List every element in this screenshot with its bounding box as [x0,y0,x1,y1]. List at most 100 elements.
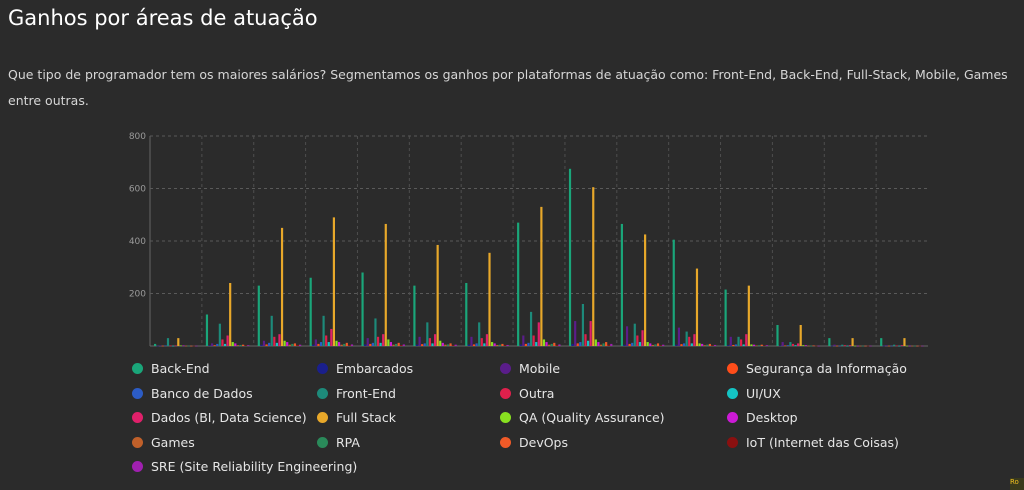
bar[interactable] [452,345,455,346]
bar[interactable] [713,344,717,346]
bar[interactable] [537,322,540,347]
bar[interactable] [727,345,730,346]
bar[interactable] [527,342,530,346]
bar[interactable] [519,344,522,346]
legend-item[interactable]: Back-End [132,361,210,376]
legend-item[interactable]: Embarcados [317,361,413,376]
bar[interactable] [241,344,245,346]
bar[interactable] [195,345,198,347]
bar[interactable] [187,345,190,347]
bar[interactable] [797,343,800,347]
bar[interactable] [389,342,393,346]
bar[interactable] [602,343,605,347]
bar[interactable] [656,343,660,347]
bar[interactable] [491,342,494,346]
bar[interactable] [213,345,216,346]
bar[interactable] [688,336,691,346]
bar[interactable] [247,345,250,346]
bar[interactable] [908,345,911,347]
bar[interactable] [348,344,351,346]
bar[interactable] [918,345,922,347]
bar[interactable] [861,345,864,347]
bar[interactable] [646,342,649,346]
bar[interactable] [576,343,579,347]
bar[interactable] [293,343,297,347]
bar[interactable] [480,338,483,347]
bar[interactable] [327,342,330,346]
bar[interactable] [893,344,896,346]
bar[interactable] [413,285,416,347]
bar[interactable] [517,222,520,347]
bar[interactable] [337,342,341,346]
bar[interactable] [631,342,634,346]
bar[interactable] [472,344,476,346]
bar[interactable] [172,345,175,347]
bar[interactable] [449,343,452,347]
bar[interactable] [312,344,315,346]
bar[interactable] [895,345,898,347]
bar[interactable] [724,289,727,346]
bar[interactable] [662,344,665,346]
bar[interactable] [898,345,901,347]
bar[interactable] [317,343,320,346]
bar[interactable] [343,343,346,346]
bar[interactable] [309,277,312,346]
bar[interactable] [836,345,839,347]
legend-item[interactable]: Games [132,435,195,450]
bar[interactable] [740,339,743,346]
bar[interactable] [682,343,686,347]
bar[interactable] [620,223,623,346]
bar[interactable] [208,345,211,346]
bar[interactable] [493,343,496,347]
bar[interactable] [869,345,872,347]
legend-item[interactable]: Dados (BI, Data Science) [132,410,307,425]
bar[interactable] [843,345,846,346]
bar[interactable] [540,206,543,347]
bar[interactable] [268,342,271,346]
bar[interactable] [483,343,486,347]
bar[interactable] [807,345,810,347]
bar[interactable] [418,336,421,346]
bar[interactable] [286,342,289,346]
legend-item[interactable]: Segurança da Informação [727,361,907,376]
bar[interactable] [446,344,450,346]
bar[interactable] [789,342,792,346]
bar[interactable] [369,343,372,346]
bar[interactable] [439,340,442,346]
bar[interactable] [387,339,390,346]
bar[interactable] [636,335,639,347]
bar[interactable] [765,345,768,346]
bar[interactable] [610,343,613,346]
bar[interactable] [649,343,652,347]
bar[interactable] [275,342,278,346]
bar[interactable] [319,342,323,346]
bar[interactable] [423,343,426,347]
bar[interactable] [478,322,481,347]
bar[interactable] [216,343,219,346]
bar[interactable] [335,340,338,346]
bar[interactable] [179,345,182,347]
bar[interactable] [830,345,834,347]
bar[interactable] [745,334,748,346]
bar[interactable] [851,338,854,347]
bar[interactable] [397,342,400,346]
bar[interactable] [711,345,714,346]
bar[interactable] [532,335,535,347]
bar[interactable] [706,344,709,346]
bar[interactable] [799,325,802,346]
bar[interactable] [221,339,224,346]
bar[interactable] [841,344,844,346]
bar[interactable] [545,342,548,346]
legend-item[interactable]: Desktop [727,410,798,425]
bar[interactable] [815,345,818,347]
bar[interactable] [675,344,678,346]
bar[interactable] [211,343,214,347]
bar[interactable] [376,336,380,346]
bar[interactable] [760,344,763,346]
bar[interactable] [454,344,457,346]
bar[interactable] [524,343,527,346]
bar[interactable] [496,344,499,346]
bar[interactable] [594,339,597,346]
bar[interactable] [638,342,642,346]
legend-item[interactable]: UI/UX [727,386,781,401]
